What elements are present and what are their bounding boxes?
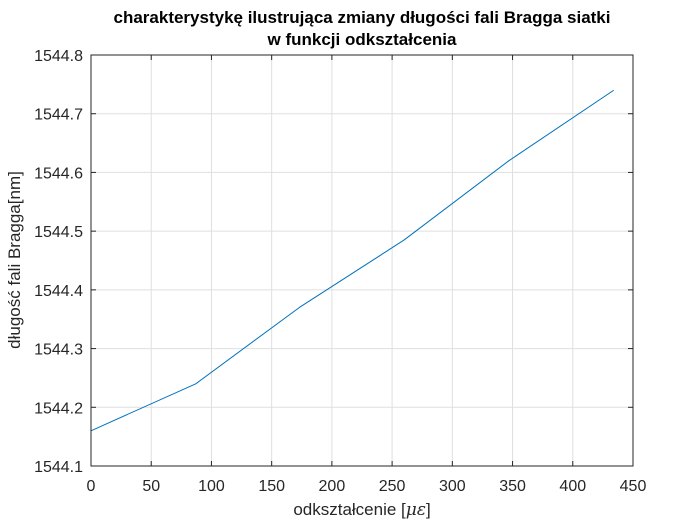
y-tick-label: 1544.6 (34, 165, 83, 182)
data-point (195, 383, 196, 384)
x-tick-label: 50 (142, 478, 160, 495)
y-tick-label: 1544.2 (34, 400, 83, 417)
x-tick-label: 300 (439, 478, 466, 495)
x-axis-label: odkształcenie [με] (293, 500, 430, 520)
y-tick-label: 1544.1 (34, 459, 83, 476)
y-tick-label: 1544.8 (34, 48, 83, 65)
x-tick-label: 350 (499, 478, 526, 495)
x-axis-tick-labels: 0 50 100 150 200 250 300 350 400 450 (87, 478, 647, 495)
series-line (90, 89, 615, 432)
y-axis-label: długość fali Bragga[nm] (5, 171, 24, 349)
x-tick-label: 400 (559, 478, 586, 495)
x-tick-label: 0 (87, 478, 96, 495)
chart-title-line-1: charakterystykę ilustrująca zmiany długo… (114, 8, 611, 27)
x-axis-label-suffix: ] (426, 500, 431, 519)
x-tick-label: 200 (319, 478, 346, 495)
y-tick-label: 1544.5 (34, 224, 83, 241)
x-axis-ticks (90, 55, 634, 466)
y-axis-tick-labels: 1544.1 1544.2 1544.3 1544.4 1544.5 1544.6 1544… (34, 48, 83, 476)
data-point (299, 307, 300, 308)
data-point (404, 239, 405, 240)
plot-area-border (90, 54, 634, 467)
plot-area-background (91, 55, 633, 466)
x-axis-label-prefix: odkształcenie [ (293, 500, 406, 519)
y-tick-label: 1544.7 (34, 107, 83, 124)
x-tick-label: 450 (620, 478, 647, 495)
y-axis-ticks (91, 54, 633, 467)
data-point (508, 160, 509, 161)
y-tick-label: 1544.3 (34, 342, 83, 359)
chart-title-line-2: w funkcji odkształcenia (267, 30, 457, 49)
x-tick-label: 250 (379, 478, 406, 495)
y-tick-label: 1544.4 (34, 283, 83, 300)
data-point (613, 90, 614, 91)
series-layer (90, 89, 615, 432)
x-tick-label: 100 (198, 478, 225, 495)
x-tick-label: 150 (258, 478, 285, 495)
x-axis-label-symbol: με (406, 500, 426, 520)
